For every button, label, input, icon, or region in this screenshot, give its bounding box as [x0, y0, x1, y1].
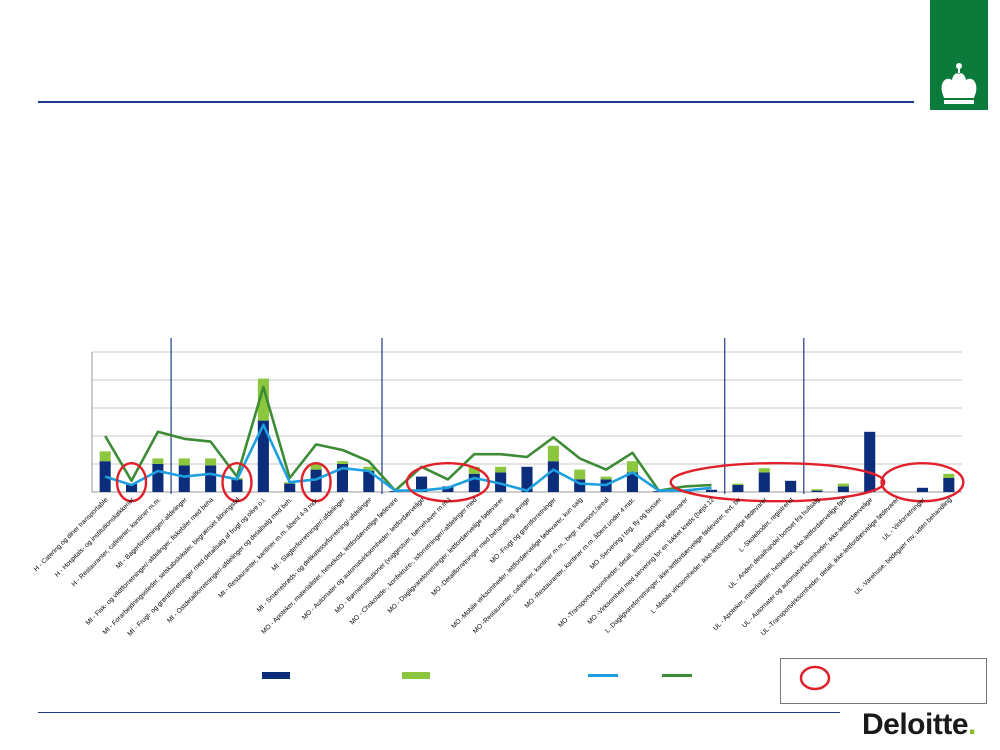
x-tick-label: MO -Detailforretninger med behandling, ø… [430, 496, 531, 597]
x-tick-label: MI - Ostdetailforretninger/-afdelinger o… [166, 496, 294, 624]
x-tick-label: MI - Fisk- og vildtforretninger/-afdelin… [85, 496, 216, 627]
bar-green [205, 458, 217, 466]
legend-highlight-box [780, 658, 987, 704]
bar-green [943, 473, 955, 478]
bar-blue [178, 465, 190, 492]
bar-green [758, 468, 770, 473]
bar-blue [152, 464, 164, 492]
bar-blue [442, 486, 454, 492]
bar-blue [811, 490, 823, 492]
bar-blue [284, 483, 296, 492]
bar-blue [706, 489, 718, 492]
bar-blue [363, 471, 375, 492]
bar-blue [626, 472, 638, 492]
bar-blue [126, 483, 138, 492]
bar-green [468, 466, 480, 474]
highlight-ellipse [405, 462, 490, 503]
deloitte-logo: Deloitte. [862, 708, 976, 741]
bar-blue [257, 420, 269, 492]
bar-green [626, 461, 638, 473]
bar-blue [495, 472, 507, 492]
bar-green [495, 466, 507, 473]
x-tick-label: MO - Chokolade-, konfekture-, isforretni… [349, 496, 479, 626]
highlight-ellipse [880, 462, 965, 503]
x-tick-label: UL - Automater og automatvirksomheder, i… [741, 496, 874, 629]
bar-blue [310, 469, 322, 492]
bar-blue [916, 487, 928, 492]
bar-blue [574, 479, 586, 492]
title-rule [38, 101, 914, 103]
legend-swatch-bar-green [402, 672, 430, 679]
royal-crown-icon [930, 0, 988, 110]
x-tick-label: MO - Automater og automatvirksomheder, l… [301, 496, 426, 621]
bar-green [837, 483, 849, 487]
bar-blue [416, 476, 428, 492]
bar-green [600, 476, 612, 480]
x-tick-label: UL - Anden detailhandel bortset fra hull… [727, 496, 821, 590]
footer-rule [38, 712, 840, 713]
bar-blue [231, 479, 243, 492]
highlight-ellipse [669, 462, 886, 503]
bar-blue [99, 461, 111, 492]
bar-blue [943, 478, 955, 492]
highlight-legend-marker [799, 665, 831, 691]
highlight-ellipse [115, 462, 148, 503]
highlight-ellipse [221, 462, 253, 503]
bar-blue [468, 473, 480, 492]
bar-green [363, 466, 375, 471]
x-tick-label: MO -Virksomhed med servering for en lukk… [586, 496, 716, 626]
bar-green [732, 483, 744, 485]
x-tick-label: UL -Varehuse, bodegaer mv. uden behandli… [853, 496, 953, 596]
bar-green [547, 445, 559, 462]
bar-blue [547, 461, 559, 492]
bar-green [152, 458, 164, 464]
bar-blue [785, 480, 797, 492]
bar-green [811, 489, 823, 491]
legend-swatch-bar-blue [262, 672, 290, 679]
bar-blue [205, 465, 217, 492]
bar-green [99, 451, 111, 462]
bar-blue [336, 464, 348, 492]
bar-green [257, 378, 269, 421]
bar-green [574, 469, 586, 480]
x-tick-label: MI - Restauranter, kantiner m.m. åbent 4… [217, 496, 321, 600]
bar-blue [521, 466, 533, 492]
bar-green [310, 464, 322, 470]
highlight-ellipse [300, 462, 332, 503]
line-series-blue [104, 423, 712, 492]
bar-blue [732, 485, 744, 492]
bar-blue [758, 472, 770, 492]
bar-blue [837, 486, 849, 492]
bar-blue [864, 431, 876, 492]
bar-green [336, 461, 348, 464]
bar-green [178, 458, 190, 466]
